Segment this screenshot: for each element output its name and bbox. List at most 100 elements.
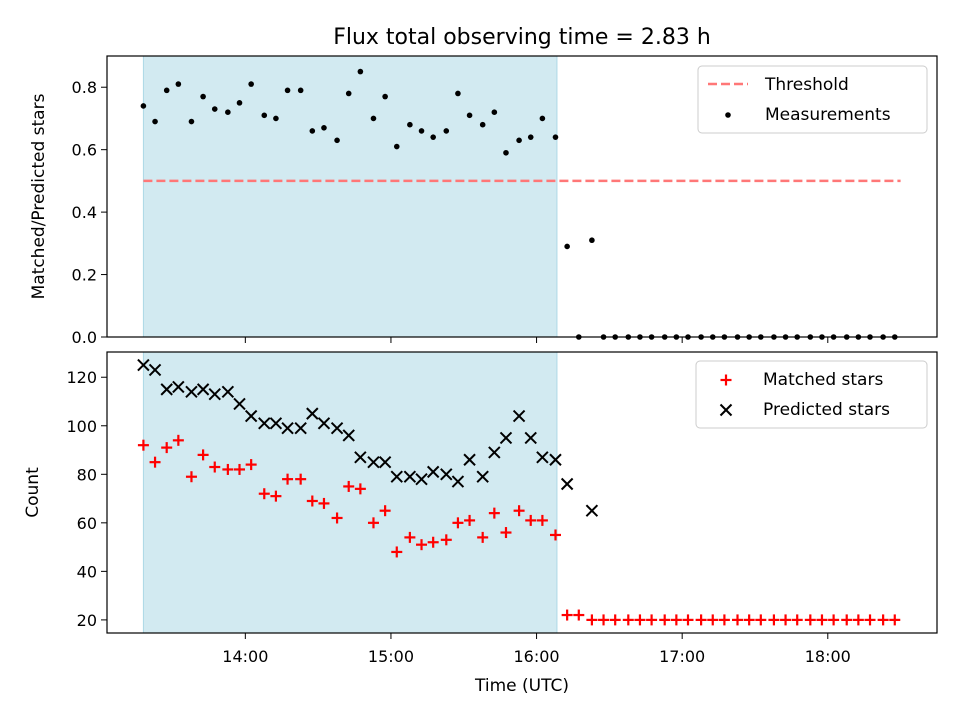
matched-star-point <box>185 471 197 483</box>
legend-predicted-label: Predicted stars <box>763 400 890 420</box>
matched-star-point <box>464 514 476 526</box>
matched-star-point <box>852 614 864 626</box>
measurement-point <box>248 81 254 87</box>
measurement-point <box>539 115 546 122</box>
measurement-point <box>163 87 170 94</box>
measurement-point <box>552 134 559 140</box>
count-legend-box <box>695 360 928 429</box>
matched-star-point <box>841 614 853 626</box>
matched-star-point <box>452 517 464 529</box>
matched-star-point <box>816 614 828 626</box>
predicted-star-point <box>233 397 246 411</box>
count-y-tick-label: 80 <box>77 465 97 484</box>
measurement-point <box>236 100 243 106</box>
matched-star-point <box>549 529 561 541</box>
predicted-star-point <box>148 363 162 377</box>
matched-star-point <box>440 534 452 546</box>
predicted-stars-points <box>137 358 599 517</box>
observing-window-shade <box>142 351 558 634</box>
predicted-star-point <box>524 431 537 445</box>
legend-predicted-swatch <box>719 403 733 417</box>
measurement-point <box>418 128 425 134</box>
x-tick-label: 16:00 <box>514 647 560 666</box>
matched-star-point <box>295 473 307 485</box>
count-y-tick-label: 60 <box>77 514 97 533</box>
matched-star-point <box>172 434 184 446</box>
matched-star-point <box>318 497 330 509</box>
matched-star-point <box>234 463 246 475</box>
matched-star-point <box>404 531 416 543</box>
ratio-legend-box <box>697 65 928 134</box>
matched-star-point <box>864 614 876 626</box>
matched-star-point <box>622 614 634 626</box>
matched-star-point <box>598 614 610 626</box>
measurement-point <box>479 121 486 128</box>
matched-star-point <box>768 614 780 626</box>
matched-star-point <box>500 527 512 539</box>
measurement-point <box>370 115 377 122</box>
legend-x-marker <box>719 403 733 417</box>
measurement-point <box>443 128 450 134</box>
matched-star-point <box>659 614 671 626</box>
x-tick-label: 18:00 <box>805 647 851 666</box>
count-y-ticks: 20 40 60 80 100 120 <box>66 368 107 630</box>
predicted-star-point <box>560 477 574 491</box>
predicted-star-point <box>499 431 513 445</box>
chart-title: Flux total observing time = 2.83 h <box>333 25 711 50</box>
predicted-star-point <box>403 470 417 483</box>
predicted-star-point <box>378 455 392 469</box>
count-y-axis-label: Count <box>23 467 43 518</box>
ratio-panel: 0.0 0.2 0.4 0.6 0.8 Flux total observing tim… <box>29 25 938 347</box>
predicted-star-point <box>330 421 344 435</box>
measurement-point <box>334 137 340 144</box>
measurement-point <box>357 68 364 75</box>
x-tick-label: 15:00 <box>368 647 414 666</box>
matched-star-point <box>477 531 489 543</box>
measurement-point <box>407 121 413 128</box>
matched-star-point <box>707 614 719 626</box>
measurement-point <box>466 112 473 119</box>
ratio-y-tick-label: 0.0 <box>72 328 97 347</box>
legend-matched-swatch <box>720 374 732 386</box>
predicted-star-point <box>367 455 380 469</box>
measurement-point <box>309 128 316 134</box>
matched-star-point <box>732 614 744 626</box>
matched-star-point <box>573 609 585 621</box>
measurement-point <box>261 112 268 119</box>
matched-star-point <box>149 456 161 468</box>
count-x-ticks: 14:00 15:00 16:00 17:00 18:00 <box>222 633 851 666</box>
matched-star-point <box>682 614 694 626</box>
matched-star-point <box>828 614 840 626</box>
ratio-y-tick-label: 0.2 <box>72 266 97 285</box>
ratio-y-tick-label: 0.8 <box>72 78 97 97</box>
measurement-point <box>430 134 436 140</box>
matched-star-point <box>695 614 707 626</box>
matched-star-point <box>561 609 573 621</box>
predicted-star-point <box>549 453 562 466</box>
matched-star-point <box>416 539 428 551</box>
matched-star-point <box>536 514 548 526</box>
matched-star-point <box>282 473 294 485</box>
count-y-tick-label: 120 <box>66 368 97 387</box>
legend-plus-marker <box>720 374 732 386</box>
matched-star-point <box>222 463 234 475</box>
predicted-star-point <box>244 409 258 423</box>
matched-star-point <box>367 517 379 529</box>
predicted-star-point <box>317 417 331 430</box>
ratio-y-tick-label: 0.6 <box>72 141 97 160</box>
legend-measurements-swatch <box>725 112 731 118</box>
predicted-star-point <box>354 451 367 464</box>
measurement-point <box>297 87 304 94</box>
measurement-point <box>345 90 352 97</box>
observing-window-shade <box>142 55 558 338</box>
matched-star-point <box>488 507 500 519</box>
matched-star-point <box>755 614 767 626</box>
matched-star-point <box>427 536 439 548</box>
ratio-x-ticks <box>244 337 829 343</box>
ratio-y-axis-label: Matched/Predicted stars <box>29 93 49 299</box>
predicted-star-point <box>306 407 319 420</box>
matched-star-point <box>391 546 403 558</box>
predicted-star-point <box>390 470 403 483</box>
measurement-point <box>564 243 570 250</box>
measurement-point <box>188 118 195 125</box>
